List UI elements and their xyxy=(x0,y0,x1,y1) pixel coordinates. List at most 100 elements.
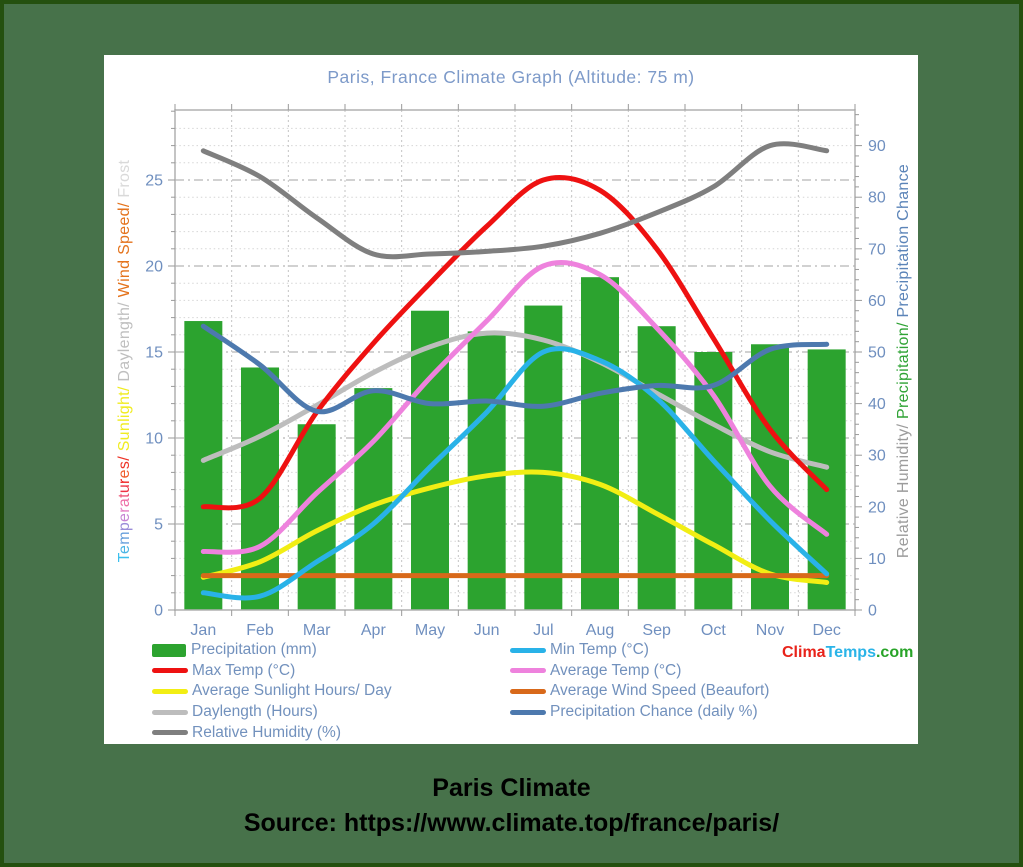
axis-ticks xyxy=(168,104,862,616)
axis-label-part xyxy=(116,382,133,387)
right-axis-tick-60: 60 xyxy=(868,293,886,310)
axis-label-letter: e xyxy=(116,544,133,554)
month-label-oct: Oct xyxy=(701,622,726,639)
left-axis-tick-15: 15 xyxy=(145,345,163,362)
right-axis-tick-30: 30 xyxy=(868,448,886,465)
axis-label-part: Frost xyxy=(116,159,133,198)
legend-item-precipitation-chance-daily: Precipitation Chance (daily %) xyxy=(510,702,769,723)
axis-label-letter: m xyxy=(116,531,133,545)
axis-label-letter: p xyxy=(116,521,133,532)
right-axis-tick-80: 80 xyxy=(868,190,886,207)
bar-jan xyxy=(184,321,223,610)
axis-label-part xyxy=(895,318,912,323)
chart-title: Paris, France Climate Graph (Altitude: 7… xyxy=(327,67,695,87)
legend-swatch xyxy=(152,643,186,657)
month-label-dec: Dec xyxy=(812,622,840,639)
right-axis-tick-50: 50 xyxy=(868,345,886,362)
month-label-apr: Apr xyxy=(361,622,387,639)
legend-swatch xyxy=(152,709,188,715)
logo-part: Clima xyxy=(782,644,826,661)
bar-aug xyxy=(581,277,619,610)
climate-chart-svg: 0 5 10 15 20 25 0 10 20 30 40 50 60 70 80 90 Jan Feb Mar Ap… xyxy=(145,104,886,639)
month-label-may: May xyxy=(415,622,445,639)
axis-label-letter: u xyxy=(116,483,133,494)
month-label-mar: Mar xyxy=(303,622,331,639)
month-label-nov: Nov xyxy=(756,622,784,639)
legend-item-min-temp-c: Min Temp (°C) xyxy=(510,640,769,661)
axis-label-part: Precipitation Chance xyxy=(895,163,912,318)
legend-label: Max Temp (°C) xyxy=(192,661,296,679)
legend-item-max-temp-c: Max Temp (°C) xyxy=(152,661,392,682)
bar-may xyxy=(411,310,449,610)
line-average-sunlight-hours-day xyxy=(200,469,830,585)
legend-item-average-wind-speed-beaufort: Average Wind Speed (Beaufort) xyxy=(510,681,769,702)
legend-column-right: Min Temp (°C) Average Temp (°C) Average Wi… xyxy=(510,640,769,722)
logo-part: Temps xyxy=(825,644,876,661)
legend-swatch xyxy=(510,668,546,674)
legend-item-average-temp-c: Average Temp (°C) xyxy=(510,661,769,682)
axis-label-part xyxy=(895,419,912,424)
line-max-temp-c xyxy=(200,174,830,511)
axis-label-part xyxy=(116,297,133,302)
logo-part: .com xyxy=(875,644,914,661)
legend-item-precipitation-mm: Precipitation (mm) xyxy=(152,640,392,661)
legend-label: Precipitation Chance (daily %) xyxy=(550,703,758,721)
month-label-feb: Feb xyxy=(246,622,274,639)
left-axis-tick-25: 25 xyxy=(145,173,163,190)
legend-label: Precipitation (mm) xyxy=(191,641,317,659)
bar-mar xyxy=(297,424,336,610)
left-axis-tick-10: 10 xyxy=(145,431,163,448)
legend-swatch xyxy=(152,668,188,674)
right-axis-tick-0: 0 xyxy=(868,603,877,620)
precipitation-bars xyxy=(184,277,846,610)
caption-source: Source: https://www.climate.top/france/p… xyxy=(243,809,780,837)
bar-nov xyxy=(751,344,789,610)
line-average-temp-c xyxy=(200,260,830,555)
legend-label: Average Sunlight Hours/ Day xyxy=(192,682,392,700)
axis-label-letter: / xyxy=(116,456,133,461)
legend-column-left: Precipitation (mm) Max Temp (°C) Average S… xyxy=(152,640,392,743)
month-label-jan: Jan xyxy=(190,622,216,639)
bar-jul xyxy=(524,305,563,610)
left-axis-tick-20: 20 xyxy=(145,259,163,276)
axis-label-part: Precipitation/ xyxy=(895,322,912,419)
right-axis-tick-20: 20 xyxy=(868,499,886,516)
bar-feb xyxy=(241,367,279,610)
right-axis-tick-90: 90 xyxy=(868,138,886,155)
line-precipitation-chance-daily xyxy=(200,323,830,415)
right-axis-label: Relative Humidity/ Precipitation/ Precip… xyxy=(895,111,913,611)
caption-title: Paris Climate xyxy=(432,774,591,802)
caption: Paris Climate Source: https://www.climat… xyxy=(0,771,1023,841)
bar-oct xyxy=(694,352,733,610)
legend-item-average-sunlight-hours-day: Average Sunlight Hours/ Day xyxy=(152,681,392,702)
right-axis-tick-10: 10 xyxy=(868,551,886,568)
month-label-sep: Sep xyxy=(642,622,671,639)
bar-jun xyxy=(467,331,506,610)
axis-label-letter: r xyxy=(116,478,133,484)
legend-swatch xyxy=(510,709,546,715)
right-axis-tick-70: 70 xyxy=(868,241,886,258)
chart-panel: 0 5 10 15 20 25 0 10 20 30 40 50 60 70 80 90 Jan Feb Mar Ap… xyxy=(104,55,918,744)
climatemps-logo: ClimaTemps.com xyxy=(782,644,913,662)
legend-swatch xyxy=(152,730,188,736)
axis-label-part: Sunlight/ xyxy=(116,386,133,452)
month-label-jun: Jun xyxy=(474,622,500,639)
axis-label-part xyxy=(116,198,133,203)
legend-label: Min Temp (°C) xyxy=(550,641,649,659)
axis-label-letter: e xyxy=(116,469,133,479)
legend-swatch xyxy=(152,688,188,694)
line-min-temp-c xyxy=(200,346,830,601)
left-axis-label: Temperatures/ Sunlight/ Daylength/ Wind … xyxy=(116,111,134,611)
axis-label-part: Daylength/ xyxy=(116,302,133,382)
legend-label: Average Temp (°C) xyxy=(550,661,682,679)
line-relative-humidity xyxy=(200,141,830,260)
axis-tick-labels: 0 5 10 15 20 25 0 10 20 30 40 50 60 70 80 90 Jan Feb Mar Ap… xyxy=(145,138,886,639)
legend-label: Daylength (Hours) xyxy=(192,703,318,721)
axis-label-letter: T xyxy=(116,554,133,563)
legend-label: Average Wind Speed (Beaufort) xyxy=(550,682,770,700)
axis-label-letter: s xyxy=(116,460,133,470)
bar-sep xyxy=(637,326,676,610)
month-label-aug: Aug xyxy=(586,622,614,639)
legend-swatch xyxy=(510,647,546,653)
